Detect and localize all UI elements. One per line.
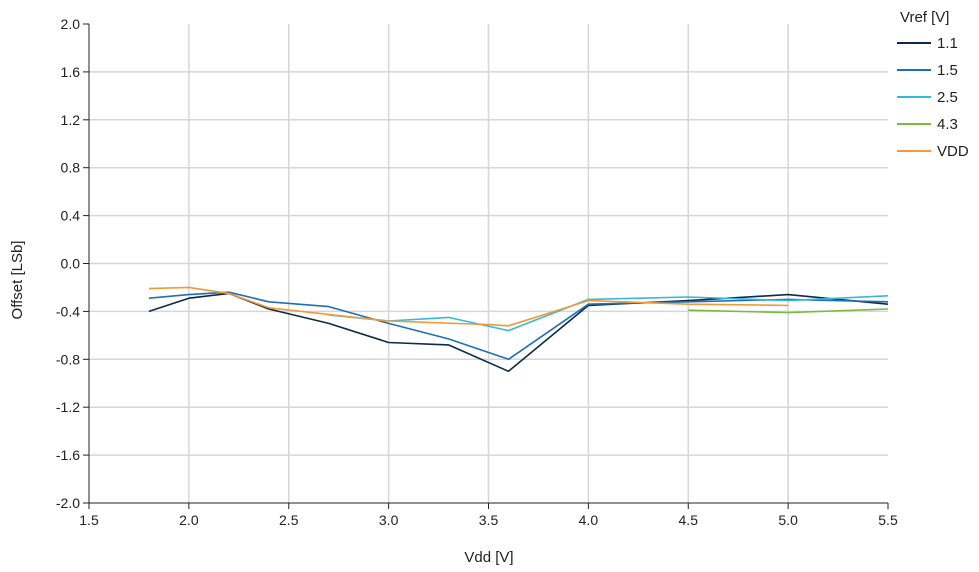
tick-labels: 1.5 2.0 2.5 3.0 3.5 4.0 4.5 5.0 5.5 2.0 1.6 1.2 0.8 0… [56, 16, 898, 528]
series-line-vdd [148, 286, 789, 327]
y-axis-label: Offset [LSb] [9, 241, 26, 320]
grid [89, 24, 888, 503]
x-tick-label: 4.0 [579, 512, 599, 528]
series-lines [148, 286, 889, 373]
x-tick-label: 3.0 [379, 512, 399, 528]
legend-label: 1.5 [937, 62, 958, 79]
y-tick-label: 0.8 [61, 160, 81, 176]
y-tick-label: -1.2 [56, 399, 80, 415]
x-axis-label: Vdd [V] [464, 549, 513, 566]
axes [83, 23, 889, 509]
y-tick-label: -1.6 [56, 447, 80, 463]
x-tick-label: 5.5 [878, 512, 898, 528]
y-tick-label: -2.0 [56, 495, 80, 511]
legend-label: 2.5 [937, 89, 958, 106]
y-tick-label: 0.4 [61, 208, 81, 224]
y-tick-label: 1.6 [61, 64, 81, 80]
y-tick-label: 2.0 [61, 16, 81, 32]
y-tick-label: -0.4 [56, 303, 80, 319]
legend: Vref [V] 1.1 1.5 2.5 4.3 VDD [897, 9, 969, 160]
legend-label: 1.1 [937, 35, 958, 52]
legend-title: Vref [V] [900, 9, 949, 26]
legend-label: VDD [937, 143, 969, 160]
series-line-4-3 [688, 308, 889, 314]
x-tick-label: 5.0 [778, 512, 798, 528]
series-line-2-5 [328, 295, 889, 332]
y-tick-label: -0.8 [56, 351, 80, 367]
series-line-1-1 [148, 292, 889, 373]
series-line-1-5 [148, 291, 889, 361]
legend-label: 4.3 [937, 116, 958, 133]
x-tick-label: 2.0 [179, 512, 199, 528]
x-tick-label: 3.5 [479, 512, 499, 528]
x-tick-label: 1.5 [79, 512, 99, 528]
y-tick-label: 0.0 [61, 256, 81, 272]
y-tick-label: 1.2 [61, 112, 81, 128]
x-tick-label: 4.5 [679, 512, 699, 528]
x-tick-label: 2.5 [279, 512, 299, 528]
